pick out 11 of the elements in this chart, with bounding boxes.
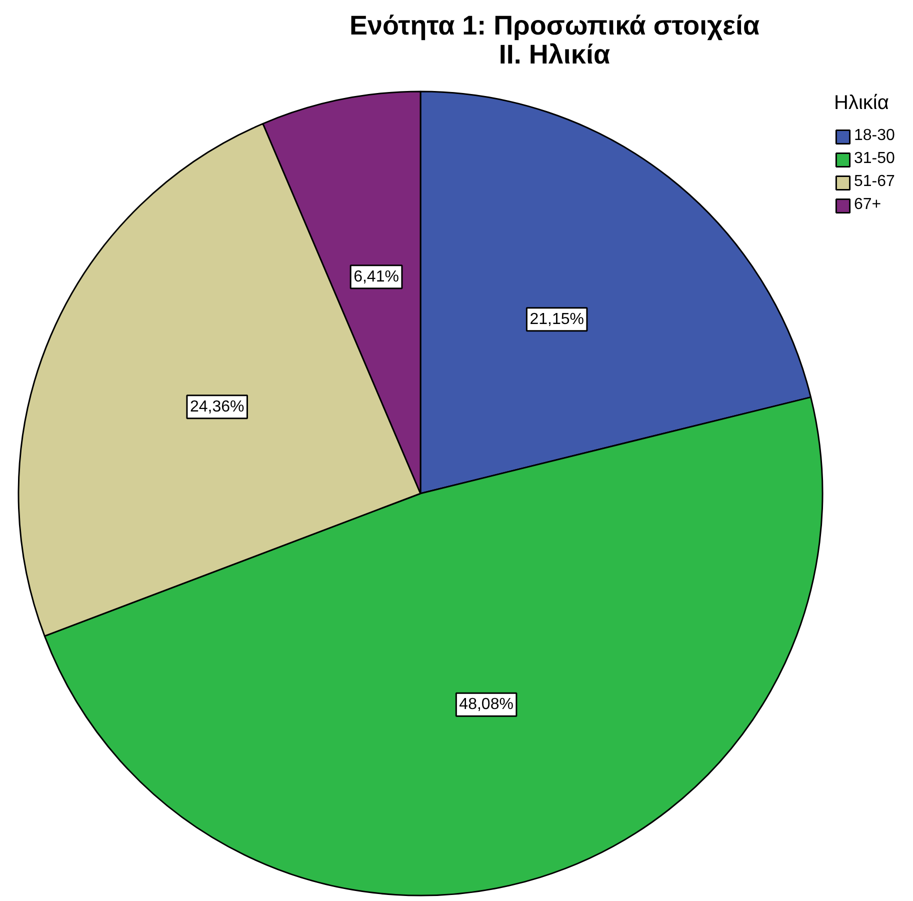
data-label: 24,36% <box>190 398 244 416</box>
chart-title: Ενότητα 1: Προσωπικά στοιχεία <box>349 10 760 40</box>
chart-subtitle: II. Ηλικία <box>498 40 610 70</box>
legend-label: 18-30 <box>854 127 895 145</box>
legend-label: 51-67 <box>854 173 895 191</box>
legend-label: 67+ <box>854 196 882 214</box>
data-label: 6,41% <box>354 268 399 286</box>
legend-title: Ηλικία <box>834 92 890 115</box>
legend-label: 31-50 <box>854 150 895 168</box>
data-label: 21,15% <box>530 310 584 328</box>
data-label: 48,08% <box>459 696 514 714</box>
